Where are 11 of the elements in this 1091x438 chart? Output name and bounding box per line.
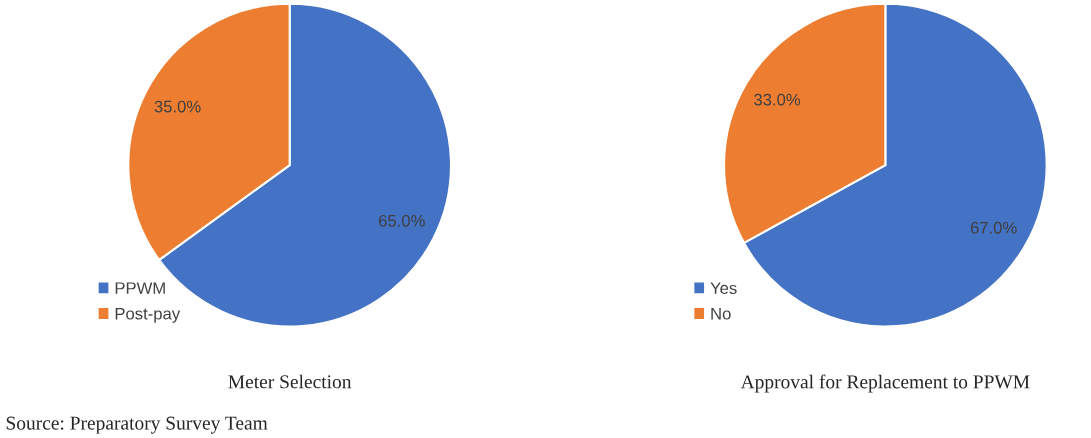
source-note: Source: Preparatory Survey Team (6, 416, 268, 434)
data-label: 35.0% (154, 100, 201, 113)
data-label: 67.0% (970, 221, 1017, 234)
legend-label: Yes (710, 282, 737, 295)
data-label: 65.0% (379, 214, 425, 227)
data-label: 33.0% (754, 93, 801, 106)
legend-label: Post-pay (115, 307, 181, 323)
legend-label: No (711, 307, 731, 320)
text: Approval for Replacement to PPWM (740, 374, 1030, 393)
legend-label: PPWM (115, 282, 165, 294)
text: Meter Selection (228, 374, 352, 389)
